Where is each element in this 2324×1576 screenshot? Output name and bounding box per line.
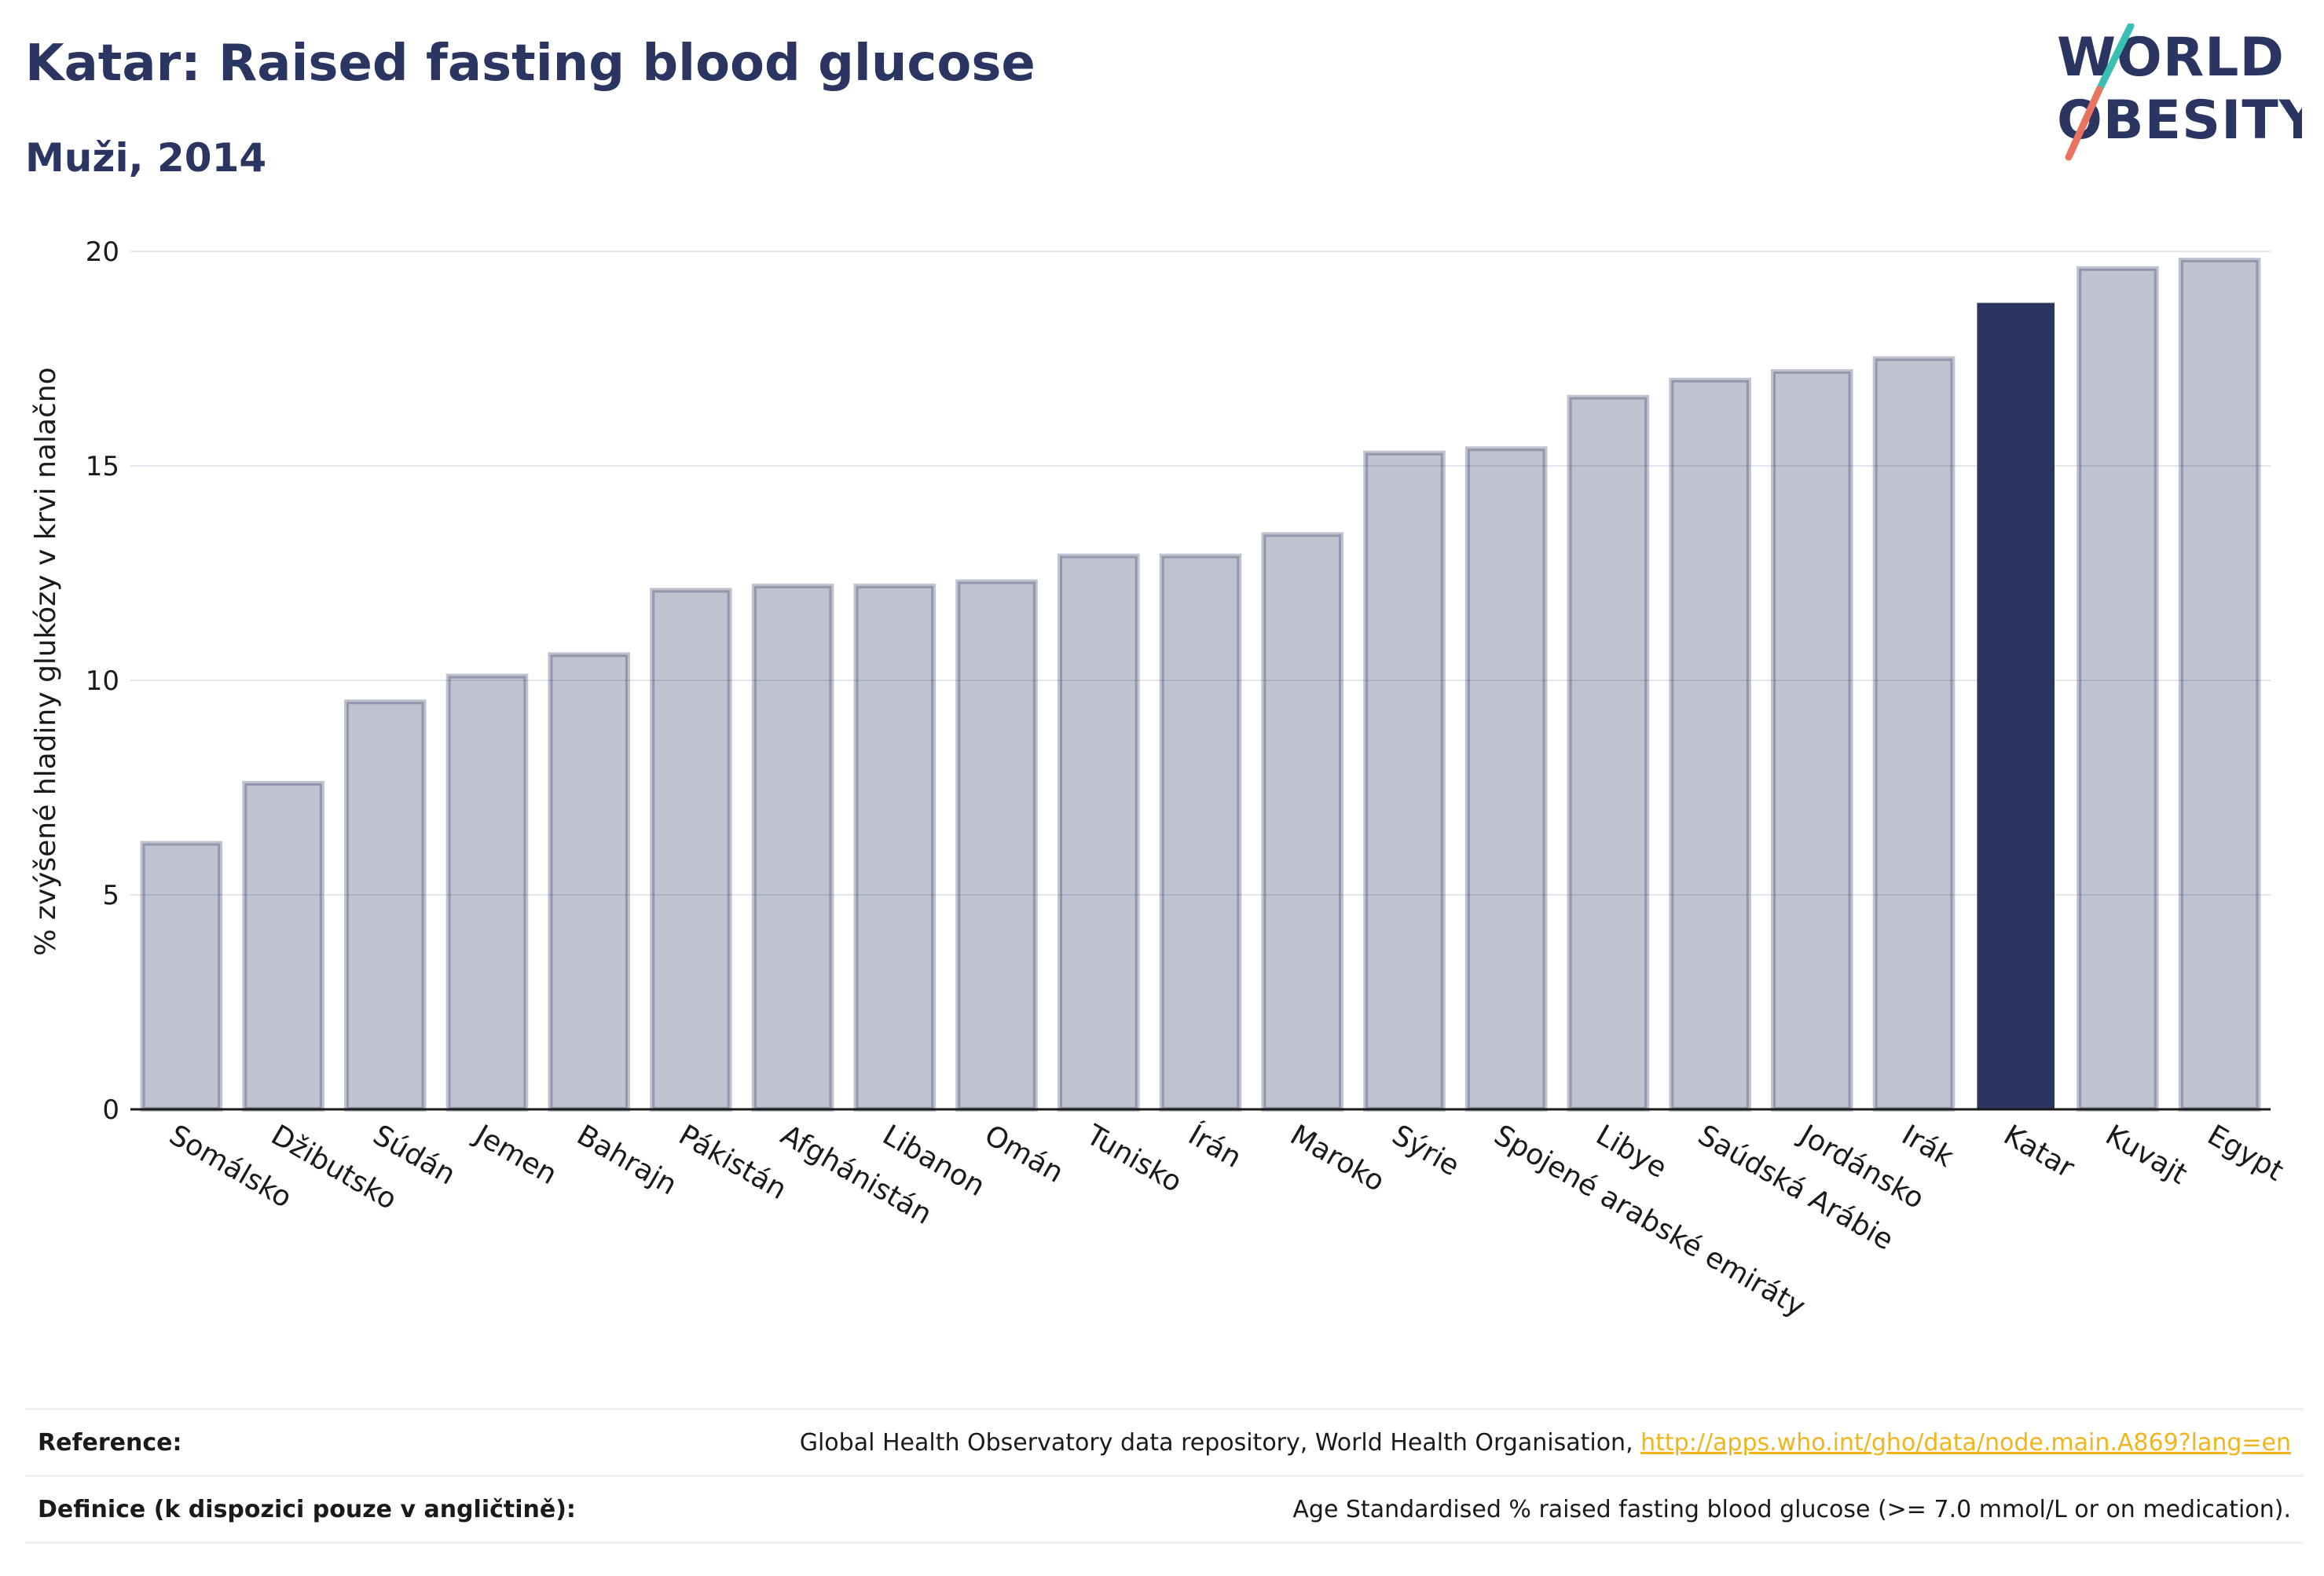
bar xyxy=(955,579,1038,1112)
bar xyxy=(1872,356,1956,1112)
y-tick-label: 10 xyxy=(86,665,119,697)
bar xyxy=(1464,446,1548,1112)
bar xyxy=(548,652,631,1112)
bar xyxy=(1669,377,1751,1112)
x-tick-label: Pákistán xyxy=(673,1119,792,1206)
world-obesity-logo: WORLD OBESITY xyxy=(2057,24,2302,161)
definition-text: Age Standardised % raised fasting blood … xyxy=(1292,1495,2291,1523)
bar xyxy=(2077,266,2159,1112)
x-tick-label: Tunisko xyxy=(1080,1119,1187,1199)
x-tick-label: Bahrajn xyxy=(571,1119,682,1201)
y-tick-label: 20 xyxy=(86,236,119,268)
bar xyxy=(1567,394,1650,1112)
bar xyxy=(140,841,223,1112)
bar xyxy=(1261,532,1344,1112)
definition-label: Definice (k dispozici pouze v angličtině… xyxy=(38,1495,576,1523)
x-tick-label: Kuvajt xyxy=(2100,1119,2193,1191)
bar xyxy=(1770,368,1853,1112)
footer-reference-row: Reference: Global Health Observatory dat… xyxy=(25,1408,2304,1475)
footer-definition-row: Definice (k dispozici pouze v angličtině… xyxy=(25,1475,2304,1544)
x-tick-label: Omán xyxy=(979,1119,1069,1189)
x-tick-label: Írán xyxy=(1183,1118,1248,1175)
page-subtitle: Muži, 2014 xyxy=(25,135,267,181)
x-tick-label: Egypt xyxy=(2202,1119,2289,1187)
reference-source: Global Health Observatory data repositor… xyxy=(799,1428,1641,1457)
page-title: Katar: Raised fasting blood glucose xyxy=(25,35,1036,93)
bars xyxy=(140,257,2261,1112)
bar xyxy=(650,588,732,1112)
y-tick-label: 5 xyxy=(102,880,119,911)
x-tick-label: Maroko xyxy=(1285,1119,1390,1198)
bar xyxy=(1057,553,1140,1112)
bar xyxy=(343,699,427,1112)
reference-link[interactable]: http://apps.who.int/gho/data/node.main.A… xyxy=(1640,1428,2291,1457)
x-tick-label: Jemen xyxy=(468,1118,563,1191)
bar xyxy=(751,583,834,1112)
bar xyxy=(1159,553,1242,1112)
y-axis-title: % zvýšené hladiny glukózy v krvi nalačno xyxy=(30,367,62,955)
reference-text: Global Health Observatory data repositor… xyxy=(800,1429,2304,1457)
bar xyxy=(1363,450,1446,1112)
logo-slash-teal xyxy=(2095,24,2135,93)
x-tick-label: Sýrie xyxy=(1387,1119,1464,1182)
x-tick-label: Katar xyxy=(1998,1119,2080,1185)
axes: 0 5 10 15 20 xyxy=(86,236,2271,1126)
bar xyxy=(242,781,324,1112)
y-tick-label: 15 xyxy=(86,451,119,482)
x-tick-label: Irák xyxy=(1897,1119,1959,1174)
y-tick-label: 0 xyxy=(102,1094,119,1126)
reference-label: Reference: xyxy=(38,1428,182,1457)
logo-line-1: WORLD xyxy=(2057,27,2285,89)
bar xyxy=(853,583,937,1112)
bar xyxy=(445,673,529,1112)
bar xyxy=(2178,257,2261,1112)
bar-highlight xyxy=(1977,302,2055,1109)
logo-slash-coral xyxy=(2065,86,2103,161)
